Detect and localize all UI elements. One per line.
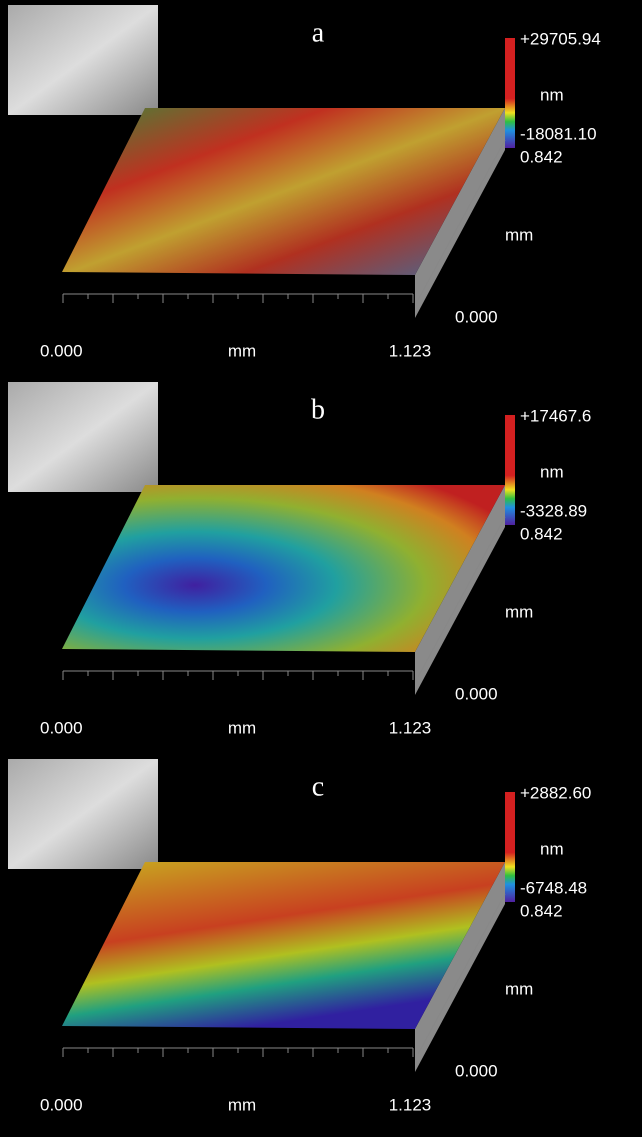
scale-unit: nm: [540, 85, 564, 104]
y-axis-max: 0.842: [520, 901, 563, 920]
y-axis-unit: mm: [505, 979, 533, 998]
scale-min: -3328.89: [520, 501, 587, 520]
x-axis-unit: mm: [228, 718, 256, 737]
x-axis-max: 1.123: [389, 341, 432, 360]
y-axis-unit: mm: [505, 225, 533, 244]
x-axis-min: 0.000: [40, 718, 83, 737]
scale-unit: nm: [540, 839, 564, 858]
x-axis-unit: mm: [228, 341, 256, 360]
y-axis-min: 0.000: [455, 1061, 498, 1080]
surface-side: [415, 862, 505, 1072]
x-axis-max: 1.123: [389, 718, 432, 737]
y-axis-max: 0.842: [520, 524, 563, 543]
y-axis-line: [417, 516, 506, 678]
x-axis-unit: mm: [228, 1095, 256, 1114]
scale-min: -18081.10: [520, 124, 597, 143]
x-axis-min: 0.000: [40, 1095, 83, 1114]
surface: [62, 862, 505, 1029]
y-axis-line: [417, 893, 506, 1055]
x-axis-max: 1.123: [389, 1095, 432, 1114]
scale-unit: nm: [540, 462, 564, 481]
y-axis-min: 0.000: [455, 684, 498, 703]
color-scale: [505, 38, 515, 148]
panel-label: c: [312, 771, 324, 802]
surface: [62, 108, 505, 275]
panel: b +17467.6 nm -3328.89 0.842 mm 0.000 0.000 mm 1.…: [8, 382, 591, 737]
inset-image: [8, 5, 158, 115]
x-axis-min: 0.000: [40, 341, 83, 360]
y-axis-unit: mm: [505, 602, 533, 621]
panel: a +29705.94 nm -18081.10 0.842 mm 0.000 0.000 mm…: [8, 5, 601, 360]
y-axis-min: 0.000: [455, 307, 498, 326]
scale-max: +17467.6: [520, 406, 591, 425]
surface: [62, 485, 505, 652]
scale-max: +29705.94: [520, 29, 601, 48]
y-axis-line: [417, 139, 506, 301]
scale-min: -6748.48: [520, 878, 587, 897]
inset-image: [8, 382, 158, 492]
surface-side: [415, 108, 505, 318]
scale-max: +2882.60: [520, 783, 591, 802]
y-axis-max: 0.842: [520, 147, 563, 166]
color-scale: [505, 415, 515, 525]
panel: c +2882.60 nm -6748.48 0.842 mm 0.000 0.000 mm 1.…: [8, 759, 591, 1114]
inset-image: [8, 759, 158, 869]
surface-side: [415, 485, 505, 695]
panel-label: a: [312, 17, 325, 48]
panel-label: b: [311, 394, 325, 425]
color-scale: [505, 792, 515, 902]
